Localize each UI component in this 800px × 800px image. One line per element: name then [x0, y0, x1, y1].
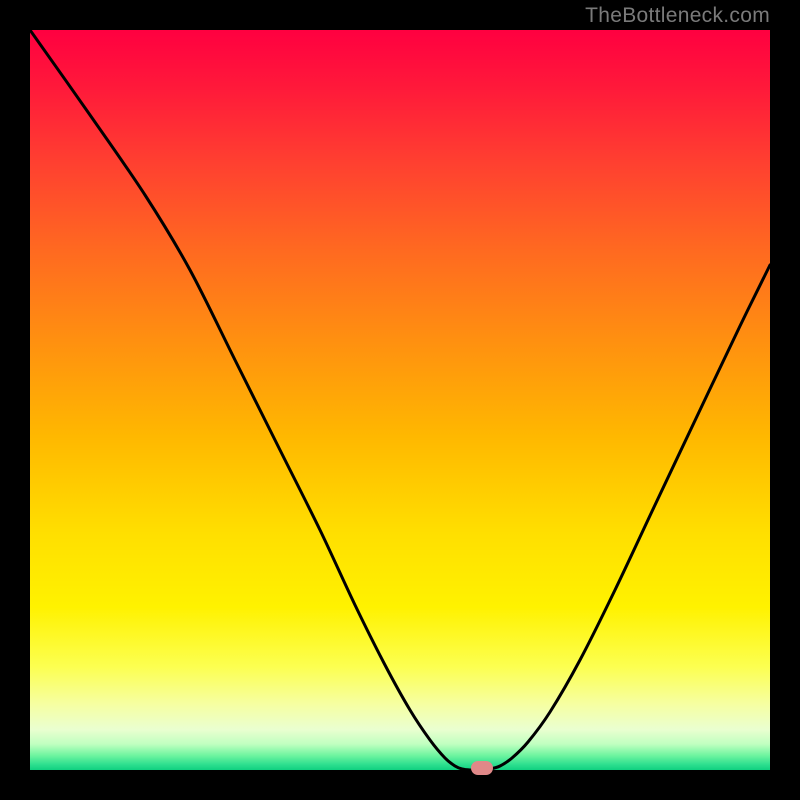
optimum-marker [471, 761, 493, 775]
chart-svg [0, 0, 800, 800]
gradient-background [30, 30, 770, 770]
watermark-text: TheBottleneck.com [585, 4, 770, 28]
chart-container: TheBottleneck.com [0, 0, 800, 800]
